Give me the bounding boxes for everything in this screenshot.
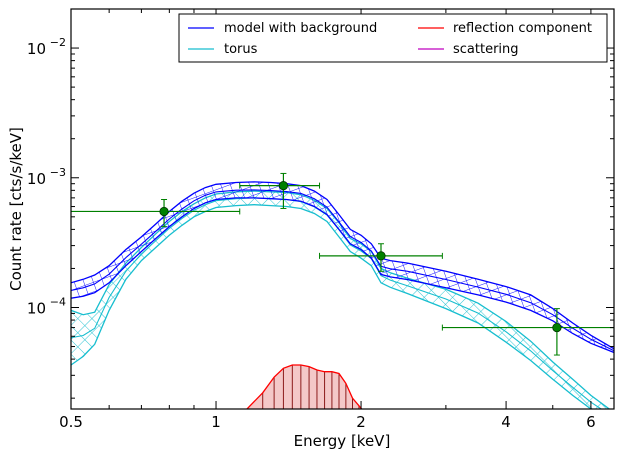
legend-label-scattering: scattering bbox=[453, 42, 519, 57]
band-fill-torus bbox=[71, 191, 610, 409]
legend-label-torus: torus bbox=[224, 42, 258, 57]
x-tick-label: 6 bbox=[586, 413, 596, 431]
data-points-layer bbox=[71, 172, 614, 356]
data-marker bbox=[278, 181, 289, 191]
band-center-model bbox=[71, 189, 614, 352]
legend-label-reflection: reflection component bbox=[453, 21, 592, 36]
data-point bbox=[239, 172, 321, 209]
legend-entry-model: model with background bbox=[188, 21, 377, 36]
x-tick-label: 0.5 bbox=[59, 413, 83, 431]
data-point bbox=[319, 243, 443, 272]
legend-frame bbox=[178, 13, 608, 63]
legend-entry-reflection: reflection component bbox=[418, 21, 592, 36]
y-tick-label: 10 bbox=[27, 299, 46, 317]
x-axis-label: Energy [keV] bbox=[294, 432, 391, 450]
y-tick-label: 10 bbox=[27, 170, 46, 188]
data-marker bbox=[552, 322, 562, 333]
x-tick-label: 1 bbox=[211, 413, 221, 431]
data-marker bbox=[376, 251, 386, 261]
series-layer bbox=[71, 181, 614, 409]
legend-entry-torus: torus bbox=[188, 42, 258, 57]
data-point bbox=[441, 308, 614, 356]
data-point bbox=[71, 198, 241, 228]
y-tick-exponent: −3 bbox=[50, 166, 66, 179]
y-tick-exponent: −4 bbox=[50, 295, 66, 308]
legend: model with background torus reflection c… bbox=[178, 13, 608, 63]
plot-frame bbox=[70, 8, 615, 410]
band-lower-model bbox=[71, 197, 614, 354]
y-tick-label: 10 bbox=[27, 40, 46, 58]
x-axis: 0.5 1 2 4 6 bbox=[59, 9, 596, 431]
legend-label-model: model with background bbox=[224, 21, 377, 36]
data-marker bbox=[159, 206, 169, 217]
x-tick-label: 4 bbox=[501, 413, 511, 431]
y-tick-exponent: −2 bbox=[50, 36, 66, 49]
y-axis-label: Count rate [cts/s/keV] bbox=[7, 127, 25, 291]
reflection-line bbox=[246, 364, 363, 409]
band-fill-model bbox=[71, 181, 614, 353]
x-tick-label: 2 bbox=[356, 413, 366, 431]
band-lower-torus bbox=[71, 204, 593, 409]
legend-entry-scattering: scattering bbox=[418, 42, 519, 57]
band-upper-model bbox=[71, 181, 614, 350]
y-axis: 10 −4 10 −3 10 −2 bbox=[27, 8, 614, 399]
plot-area bbox=[71, 172, 614, 409]
